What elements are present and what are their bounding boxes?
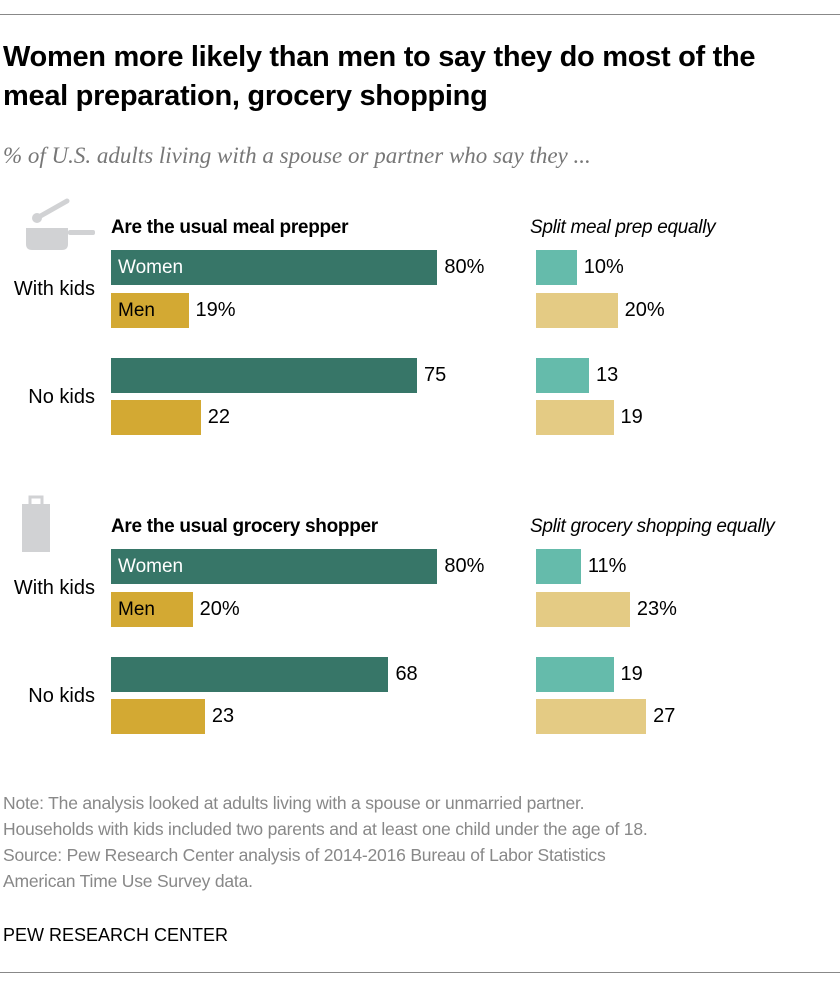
bar-split-women (536, 549, 581, 584)
bar-split-women (536, 657, 614, 692)
note-line: Households with kids included two parent… (3, 819, 648, 839)
value-label-usual-women: 80% (444, 555, 485, 577)
saucepan-icon (22, 196, 97, 256)
group-label: No kids (28, 685, 95, 707)
shopping-bag-icon (20, 493, 52, 558)
value-label-split-men: 27 (653, 705, 676, 727)
panel-title-split: Split grocery shopping equally (530, 516, 775, 537)
source-line: Source: Pew Research Center analysis of … (3, 845, 606, 865)
bottom-rule (0, 972, 840, 973)
chart-subtitle: % of U.S. adults living with a spouse or… (3, 143, 591, 168)
series-label-men: Men (118, 599, 155, 620)
notes: Note: The analysis looked at adults livi… (3, 790, 648, 894)
value-label-usual-women: 80% (444, 256, 485, 278)
value-label-usual-men: 20% (199, 598, 240, 620)
panel-title-usual: Are the usual meal prepper (111, 217, 349, 238)
value-label-split-men: 23% (636, 598, 677, 620)
bar-usual-women: Women (111, 250, 438, 285)
bar-split-men (536, 293, 618, 328)
group-label: No kids (28, 386, 95, 408)
series-label-women: Women (118, 556, 184, 577)
panel-title-usual: Are the usual grocery shopper (111, 516, 378, 537)
note-line: Note: The analysis looked at adults livi… (3, 793, 585, 813)
bar-usual-men: Men (111, 293, 189, 328)
bar-usual-women (111, 358, 417, 393)
bar-split-men (536, 400, 614, 435)
panel-title-split: Split meal prep equally (530, 217, 716, 238)
bar-split-women (536, 250, 577, 285)
value-label-split-women: 19 (620, 663, 643, 685)
value-label-split-men: 20% (624, 299, 665, 321)
series-label-men: Men (118, 300, 155, 321)
value-label-usual-men: 23 (211, 705, 235, 727)
value-label-usual-men: 22 (207, 406, 230, 428)
brand-logo-text: PEW RESEARCH CENTER (3, 925, 229, 945)
bar-usual-women (111, 657, 389, 692)
bar-usual-women: Women (111, 549, 438, 584)
top-rule (0, 14, 840, 15)
value-label-usual-women: 75 (424, 364, 447, 386)
bar-split-men (536, 699, 647, 734)
value-label-split-women: 13 (596, 364, 619, 386)
group-label: With kids (13, 278, 95, 300)
chart-title: Women more likely than men to say they d… (3, 41, 756, 112)
value-label-split-women: 10% (583, 256, 624, 278)
value-label-split-men: 19 (620, 406, 643, 428)
bar-split-women (536, 358, 590, 393)
source-line: American Time Use Survey data. (3, 871, 253, 891)
bar-split-men (536, 592, 630, 627)
value-label-usual-men: 19% (195, 299, 236, 321)
bar-usual-men (111, 699, 205, 734)
group-label: With kids (13, 577, 95, 599)
bar-usual-men: Men (111, 592, 193, 627)
value-label-usual-women: 68 (395, 663, 418, 685)
bar-usual-men (111, 400, 201, 435)
series-label-women: Women (118, 257, 184, 278)
value-label-split-women: 11% (587, 555, 627, 577)
